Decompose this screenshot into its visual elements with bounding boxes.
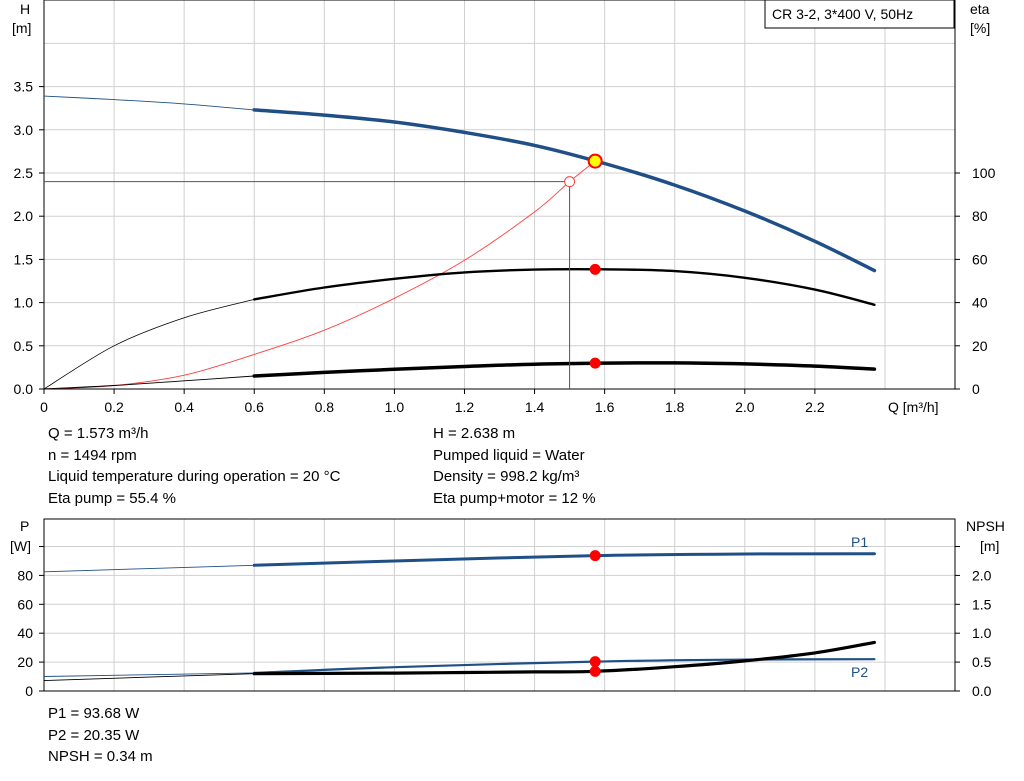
system-curve-line: [43, 160, 596, 390]
top-y2-tick-label: 60: [972, 251, 988, 267]
p2-curve-extended-line: [43, 672, 255, 677]
bottom-y-right-label-1: NPSH: [966, 518, 1005, 534]
bottom-y-right-label-2: [m]: [980, 538, 999, 554]
bottom-plot-frame: [43, 518, 956, 692]
info-head: H = 2.638 m: [433, 425, 516, 442]
info-p1: P1 = 93.68 W: [48, 705, 140, 722]
duty-point-p1: [589, 550, 601, 562]
info-npsh: NPSH = 0.34 m: [48, 748, 153, 765]
duty-point-head: [587, 153, 603, 169]
top-y2-tick-label: 20: [972, 338, 988, 354]
top-y-tick-label: 1.5: [14, 251, 34, 267]
p1-curve-extended-line: [43, 564, 255, 573]
top-y-left-label-2: [m]: [12, 20, 31, 36]
bottom-marks: [589, 550, 601, 677]
top-x-tick-label: 2.2: [805, 399, 825, 415]
info-density: Density = 998.2 kg/m³: [433, 468, 580, 485]
top-y2-ticks: 0 20 40 60 80 100: [955, 165, 996, 397]
bottom-y2-tick-label: 1.5: [972, 596, 992, 612]
top-x-tick-label: 1.0: [385, 399, 405, 415]
duty-point-eta-pump-motor: [589, 357, 601, 369]
top-y-tick-label: 3.5: [14, 79, 34, 95]
legend-label: CR 3-2, 3*400 V, 50Hz: [772, 6, 913, 22]
p1-curve-line: [252, 552, 876, 567]
top-x-tick-label: 1.8: [665, 399, 685, 415]
bottom-series: [43, 552, 876, 682]
bottom-y2-tick-label: 2.0: [972, 567, 992, 583]
top-y-right-label-1: eta: [970, 1, 990, 17]
top-plot-frame: [43, 0, 956, 390]
npsh-curve-extended-line: [43, 673, 255, 682]
info-right-block: H = 2.638 m Pumped liquid = Water Densit…: [433, 423, 596, 509]
info-bottom-block: P1 = 93.68 W P2 = 20.35 W NPSH = 0.34 m: [48, 703, 153, 768]
info-eta-pump: Eta pump = 55.4 %: [48, 489, 176, 507]
top-y-tick-label: 0.5: [14, 338, 34, 354]
top-y-tick-label: 2.0: [14, 208, 34, 224]
duty-point-npsh: [589, 665, 601, 677]
bottom-y2-ticks: 0.0 0.5 1.0 1.5 2.0: [955, 546, 992, 699]
info-liquid-temperature: Liquid temperature during operation = 20…: [48, 468, 341, 485]
info-flow: Q = 1.573 m³/h: [48, 425, 149, 442]
legend-box: [764, 0, 955, 29]
top-y-ticks: 0.0 0.5 1.0 1.5 2.0 2.5 3.0 3.5: [14, 79, 44, 397]
top-x-tick-label: 1.4: [525, 399, 545, 415]
top-y-tick-label: 1.0: [14, 295, 34, 311]
bottom-y-tick-label: 60: [17, 596, 33, 612]
duty-point-p2: [589, 656, 601, 668]
top-chart: 0 0.2 0.4 0.6 0.8 1.0 1.2 1.4 1.6 1.8 2.0 2.2 0.00.…: [12, 0, 996, 415]
top-x-tick-label: 1.6: [595, 399, 615, 415]
eta-pump-curve-extended-line: [43, 299, 255, 390]
top-x-tick-label: 2.0: [735, 399, 755, 415]
top-x-tick-label: 0: [40, 399, 48, 415]
bottom-y-tick-label: 0: [25, 683, 33, 699]
bottom-y-tick-label: 20: [17, 654, 33, 670]
duty-point-eta-pump: [589, 263, 601, 275]
top-y-tick-label: 2.5: [14, 165, 34, 181]
info-left-block: Q = 1.573 m³/h n = 1494 rpm Liquid tempe…: [48, 423, 340, 509]
top-y2-tick-label: 0: [972, 381, 980, 397]
top-y2-tick-label: 100: [972, 165, 996, 181]
top-marks: [44, 153, 603, 389]
top-y2-tick-label: 80: [972, 208, 988, 224]
top-x-tick-label: 1.2: [455, 399, 475, 415]
top-x-label: Q [m³/h]: [888, 399, 939, 415]
bottom-y-ticks: 0 20 40 60 80: [17, 546, 44, 699]
info-pumped-liquid: Pumped liquid = Water: [433, 446, 585, 464]
top-y-tick-label: 3.0: [14, 122, 34, 138]
top-y2-tick-label: 40: [972, 295, 988, 311]
p2-curve-label: P2: [851, 664, 868, 680]
bottom-y-left-label-1: P: [20, 518, 29, 534]
top-x-ticks: 0 0.2 0.4 0.6 0.8 1.0 1.2 1.4 1.6 1.8 2.0 2.2: [40, 389, 825, 415]
top-x-tick-label: 0.4: [174, 399, 194, 415]
info-eta-pump-motor: Eta pump+motor = 12 %: [433, 489, 596, 507]
eta-pump-motor-curve-extended-line: [43, 375, 255, 390]
top-y-tick-label: 0.0: [14, 381, 34, 397]
top-grid: [43, 0, 955, 390]
p1-curve-label: P1: [851, 534, 868, 550]
head-curve-line: [252, 108, 877, 273]
top-x-tick-label: 0.2: [104, 399, 124, 415]
bottom-y-tick-label: 80: [17, 567, 33, 583]
top-x-tick-label: 0.8: [315, 399, 335, 415]
top-y-left-label-1: H: [20, 1, 30, 17]
top-y-right-label-2: [%]: [970, 20, 990, 36]
bottom-y2-tick-label: 0.0: [972, 683, 992, 699]
bottom-grid: [43, 519, 955, 692]
bottom-y2-tick-label: 1.0: [972, 625, 992, 641]
reference-point: [564, 176, 576, 188]
bottom-chart: 0 20 40 60 80 0.0 0.5 1.0 1.5 2.0 P [W] NPSH [m]…: [10, 518, 1005, 699]
top-series: [43, 95, 877, 390]
bottom-y-left-label-2: [W]: [10, 538, 31, 554]
bottom-y2-tick-label: 0.5: [972, 654, 992, 670]
info-p2: P2 = 20.35 W: [48, 726, 140, 744]
eta-pump-motor-curve-line: [252, 361, 877, 378]
bottom-y-tick-label: 40: [17, 625, 33, 641]
head-curve-extended-line: [43, 95, 255, 111]
info-speed: n = 1494 rpm: [48, 446, 137, 464]
top-x-tick-label: 0.6: [245, 399, 265, 415]
eta-pump-curve-line: [253, 267, 876, 306]
